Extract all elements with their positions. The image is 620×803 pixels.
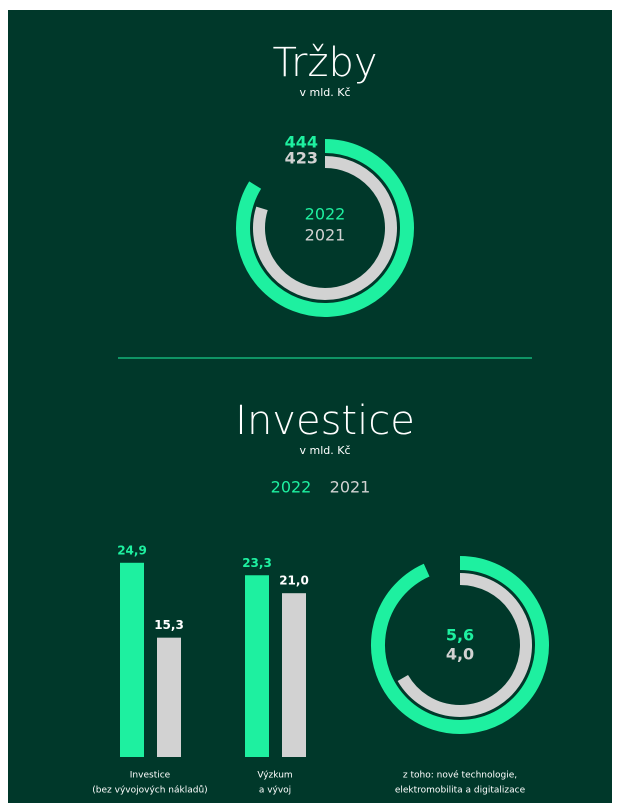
chart-title: Tržby [272,40,377,86]
value-label: 15,3 [154,618,184,632]
chart-subtitle: v mld. Kč [299,86,350,99]
legend-label: 2022 [305,205,346,224]
x-tick-label: (bez vývojových nákladů) [92,785,207,796]
ring-arc [397,573,532,717]
x-tick-label: Výzkum [257,771,292,781]
chart-title: Investice [235,398,415,444]
caption: elektromobilita a digitalizace [395,786,526,796]
panel [8,10,612,803]
value-label: 4,0 [446,645,474,664]
bar [120,562,144,757]
bar [245,575,269,757]
x-tick-label: Investice [130,771,171,781]
bar [282,593,306,757]
legend-label: 2022 [271,478,312,497]
value-label: 23,3 [242,556,272,570]
bar [157,637,181,757]
legend-label: 2021 [305,226,346,245]
ring-arc [253,156,397,300]
ring-arc [236,139,414,317]
ring-arc [371,556,549,734]
chart-subtitle: v mld. Kč [299,444,350,457]
value-label: 21,0 [279,574,309,588]
x-tick-label: a vývoj [259,786,291,796]
value-label: 423 [285,149,318,168]
value-label: 24,9 [117,543,147,557]
value-label: 5,6 [446,626,474,645]
value-label: 444 [285,133,318,152]
caption: z toho: nové technologie, [403,770,517,781]
legend-label: 2021 [330,478,371,497]
